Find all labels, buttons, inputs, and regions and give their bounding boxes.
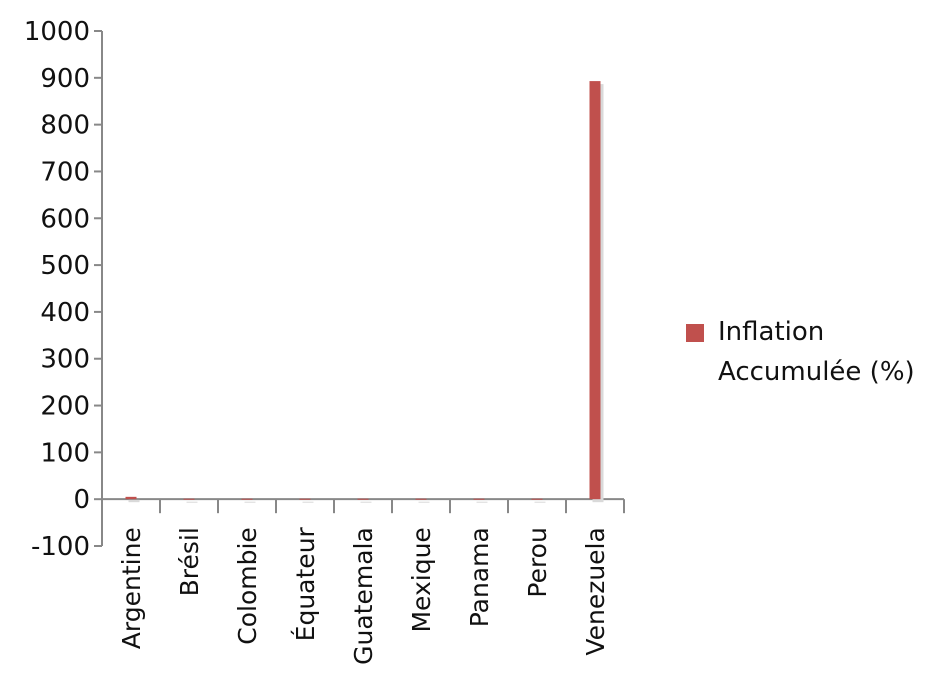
x-category-label: Mexique xyxy=(407,527,436,632)
y-axis: -100 0 100 200 300 400 500 600 700 800 900 1000 xyxy=(24,17,103,562)
x-category-label: Argentine xyxy=(117,527,146,649)
bar xyxy=(357,498,369,500)
bar xyxy=(125,496,137,500)
y-tick-label: 600 xyxy=(40,204,90,234)
bar-shadow xyxy=(534,501,546,503)
x-category-label: Panama xyxy=(465,527,494,627)
y-tick-label: 500 xyxy=(40,251,90,281)
legend-label: Inflation Accumulée (%) xyxy=(718,317,915,387)
bar xyxy=(531,498,543,500)
bar-shadow xyxy=(128,499,140,503)
x-axis xyxy=(101,498,625,514)
x-category-label: Brésil xyxy=(175,527,204,596)
bar-shadow xyxy=(360,501,372,503)
y-tick-label: 800 xyxy=(40,111,90,141)
bar-shadow xyxy=(418,501,430,503)
category-labels: Argentine Brésil Colombie Équateur Guatemala… xyxy=(117,526,610,664)
bar xyxy=(589,81,601,500)
bar-shadow xyxy=(302,501,314,503)
bar-shadow xyxy=(476,501,488,503)
bar xyxy=(183,498,195,500)
y-tick-label: 100 xyxy=(40,438,90,468)
y-tick-label: 0 xyxy=(73,485,90,515)
legend-swatch xyxy=(686,324,704,342)
y-tick-label: 900 xyxy=(40,64,90,94)
bar xyxy=(473,498,485,500)
y-tick-label: 400 xyxy=(40,298,90,328)
y-tick-label: 700 xyxy=(40,157,90,187)
bar-shadow xyxy=(244,501,256,503)
bar xyxy=(241,498,253,500)
y-tick-label: 200 xyxy=(40,392,90,422)
bars xyxy=(125,81,604,503)
bar-shadow xyxy=(186,501,198,503)
bar xyxy=(415,498,427,500)
x-category-label: Perou xyxy=(523,527,552,597)
y-tick-label: 1000 xyxy=(24,17,90,47)
y-tick-label: -100 xyxy=(31,532,90,562)
y-tick-label: 300 xyxy=(40,345,90,375)
x-category-label: Guatemala xyxy=(349,527,378,665)
x-category-label: Équateur xyxy=(291,526,320,641)
x-category-label: Venezuela xyxy=(581,527,610,655)
bar xyxy=(299,498,311,500)
x-category-label: Colombie xyxy=(233,527,262,645)
